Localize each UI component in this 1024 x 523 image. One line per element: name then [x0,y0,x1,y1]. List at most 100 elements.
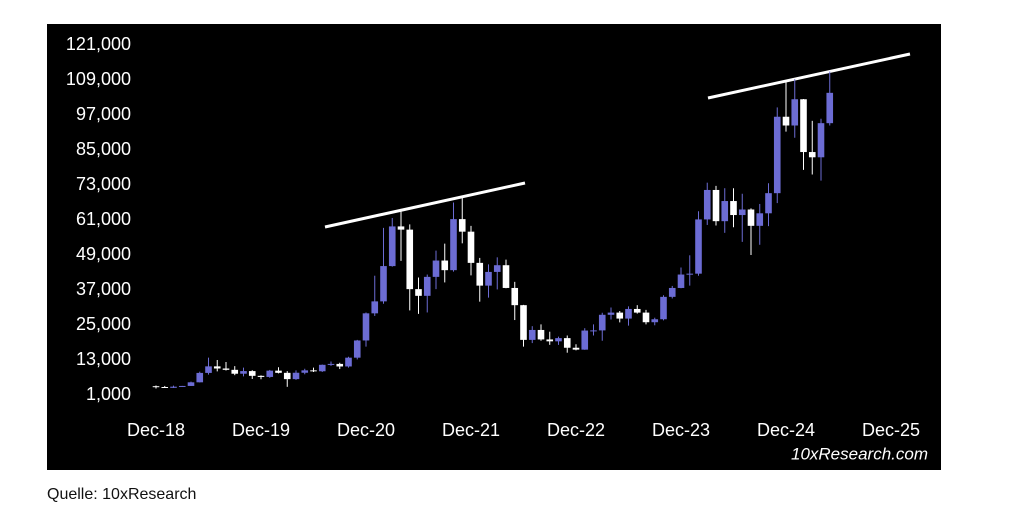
candle-body [231,369,239,374]
candle-body [283,372,291,380]
candle-body [703,189,711,220]
candle-body [380,266,387,302]
candle-body [660,296,667,320]
candle-body [336,363,344,367]
candle-body [651,319,659,323]
candle-body [633,308,641,313]
candle-body [353,340,361,358]
candle-body [563,338,571,348]
candle-body [555,338,562,342]
candle-body [423,276,431,296]
candle-body [616,312,624,319]
chart-background [47,24,941,470]
candle-body [450,219,457,271]
candle-body [511,287,519,306]
candle-body [476,262,484,286]
candle-body [310,370,317,372]
candle-body [397,226,405,230]
candle-body [406,229,414,290]
y-tick-label: 109,000 [66,69,131,89]
candle-body [345,357,352,367]
candle-body [668,287,676,297]
candle-body [677,274,685,288]
candle-body [730,201,737,216]
candle-body [152,386,160,388]
y-tick-label: 37,000 [76,279,131,299]
candle-body [502,265,510,288]
candle-body [327,363,335,365]
candle-body [747,209,755,226]
candle-body [432,260,440,277]
candle-body [318,364,326,372]
y-tick-label: 73,000 [76,174,131,194]
y-tick-label: 13,000 [76,349,131,369]
y-tick-label: 97,000 [76,104,131,124]
candle-body [625,308,632,319]
candle-body [721,201,729,222]
candle-body [222,368,230,370]
candle-body [467,231,475,263]
candle-body [415,289,422,296]
candle-body [292,372,300,380]
candle-body [808,152,816,158]
candle-body [248,371,256,376]
x-tick-label: Dec-21 [442,420,500,440]
x-tick-label: Dec-19 [232,420,290,440]
candle-body [485,271,492,286]
candle-body [187,382,195,386]
candle-body [493,265,501,272]
candle-body [441,260,449,271]
candle-body [800,99,807,153]
trend-line [707,52,911,100]
candle-body [642,312,650,323]
candle-body [528,329,536,340]
candle-body [520,305,527,340]
candle-body [537,329,545,340]
x-tick-label: Dec-25 [862,420,920,440]
candle-body [362,313,370,341]
candle-body [782,116,790,126]
candle-body [213,366,221,369]
candle-body [756,213,764,226]
candle-body [738,209,746,216]
y-tick-label: 49,000 [76,244,131,264]
candle-body [161,387,169,389]
x-tick-label: Dec-23 [652,420,710,440]
candle-body [205,366,212,373]
candle-body [178,385,186,387]
candle-body [458,219,466,232]
candle-body [240,371,247,374]
candle-body [590,330,597,332]
candle-body [607,312,615,315]
trend-line [324,181,526,229]
candle-body [791,99,799,126]
candle-body [695,219,702,274]
source-note: Quelle: 10xResearch [47,486,196,503]
x-tick-label: Dec-18 [127,420,185,440]
candle-body [598,314,606,331]
candle-body [546,339,554,342]
candle-body [826,92,834,124]
candle-body [712,189,720,222]
candle-body [275,370,282,373]
candle-body [572,347,580,350]
y-tick-label: 25,000 [76,314,131,334]
y-tick-label: 85,000 [76,139,131,159]
y-tick-label: 1,000 [86,384,131,404]
candle-body [765,193,772,214]
candle-body [371,301,379,314]
candle-body [773,116,781,194]
x-tick-label: Dec-22 [547,420,605,440]
watermark: 10xResearch.com [791,444,928,463]
y-tick-label: 121,000 [66,34,131,54]
x-tick-label: Dec-24 [757,420,815,440]
candle-body [817,123,825,158]
candle-body [301,370,309,373]
candle-body [196,372,204,383]
candle-body [257,375,265,377]
candle-body [388,226,396,267]
candle-body [686,273,694,275]
y-tick-label: 61,000 [76,209,131,229]
